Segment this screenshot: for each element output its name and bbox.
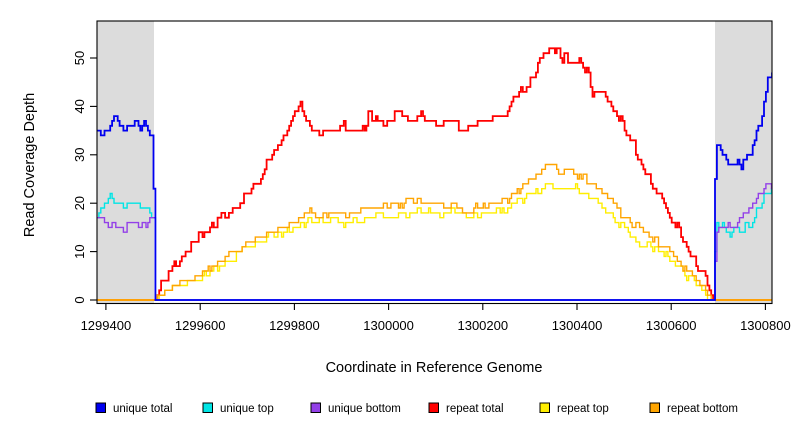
legend-label-repeat-top: repeat top [557,403,609,415]
x-tick-label: 1299800 [269,318,320,333]
y-tick-label: 20 [72,196,87,210]
legend-item-unique-bottom: unique bottom [310,402,401,415]
y-tick-label: 40 [72,99,87,113]
legend-swatch-repeat-total [428,402,439,413]
series-line-repeat-total [97,47,772,301]
y-axis-title: Read Coverage Depth [22,93,38,237]
legend-label-unique-top: unique top [220,403,274,415]
y-tick-label: 50 [72,51,87,65]
x-tick-label: 1300000 [363,318,414,333]
plot-layers: 1299400 1299600 1299800 1300000 1300200 13004… [72,20,791,333]
legend-swatch-unique-total [95,402,106,413]
legend-swatch-repeat-bottom [649,402,660,413]
series-line-unique-total [97,72,772,301]
x-tick-label: 1300400 [552,318,603,333]
legend-swatch-unique-bottom [310,402,321,413]
legend-label-repeat-bottom: repeat bottom [667,403,738,415]
y-tick-label: 0 [72,296,87,303]
x-tick-label: 1300600 [646,318,697,333]
x-tick-label: 1300800 [740,318,791,333]
y-tick-label: 30 [72,148,87,162]
y-tick-label: 10 [72,244,87,258]
legend: unique total unique top unique bottom repea… [95,402,738,415]
legend-item-unique-total: unique total [95,402,172,415]
x-tick-label: 1299600 [175,318,226,333]
series-line-repeat-top [97,183,772,301]
plot-box [96,20,773,305]
legend-item-repeat-top: repeat top [539,402,609,415]
legend-label-unique-total: unique total [113,403,172,415]
legend-label-repeat-total: repeat total [446,403,504,415]
x-tick-label: 1299400 [81,318,132,333]
series-layer [97,47,772,301]
legend-item-unique-top: unique top [202,402,274,415]
legend-swatch-unique-top [202,402,213,413]
legend-label-unique-bottom: unique bottom [328,403,401,415]
series-line-repeat-bottom [97,163,772,301]
legend-swatch-repeat-top [539,402,550,413]
legend-item-repeat-bottom: repeat bottom [649,402,738,415]
x-tick-label: 1300200 [457,318,508,333]
shaded-region-flank-left [97,21,154,304]
legend-item-repeat-total: repeat total [428,402,504,415]
x-axis-title: Coordinate in Reference Genome [326,360,543,376]
